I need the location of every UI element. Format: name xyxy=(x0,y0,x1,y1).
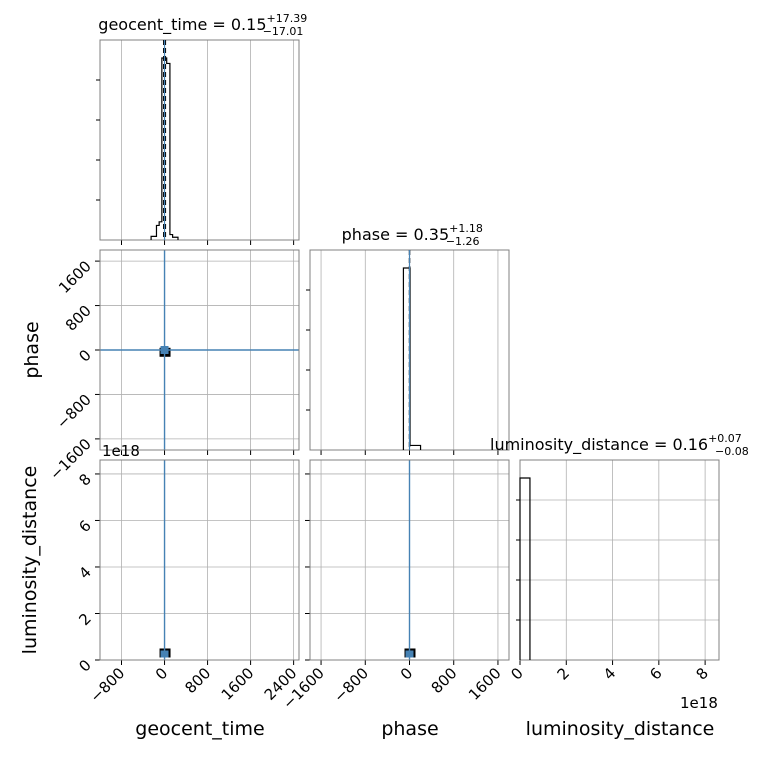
y-axis-label: luminosity_distance xyxy=(19,466,41,655)
truth-marker xyxy=(160,346,169,354)
x-offset-label: 1e18 xyxy=(680,694,718,712)
x-tick-label: 800 xyxy=(181,664,214,697)
y-tick-label: 4 xyxy=(75,563,94,582)
y-tick-label: 800 xyxy=(62,302,95,335)
x-tick-label: 6 xyxy=(646,664,665,683)
panel-title: phase = 0.35+1.18 xyxy=(342,222,483,244)
panel-frame xyxy=(99,249,300,451)
y-tick-label: 0 xyxy=(75,656,94,675)
title-upper-error: +1.18 xyxy=(449,222,483,235)
y-offset-label: 1e18 xyxy=(102,442,140,460)
y-tick-label: 2 xyxy=(75,610,94,629)
x-axis-label: luminosity_distance xyxy=(526,718,715,740)
x-tick-label: 4 xyxy=(600,664,619,683)
truth-marker xyxy=(405,650,414,658)
title-equals: = xyxy=(207,15,231,34)
y-tick-label: 6 xyxy=(75,517,94,536)
y-tick-label: 8 xyxy=(75,470,94,489)
x-tick-label: 2 xyxy=(554,664,573,683)
y-tick-label: 1600 xyxy=(55,257,95,297)
title-equals: = xyxy=(390,225,414,244)
x-tick-label: 0 xyxy=(397,664,416,683)
x-tick-label: 1600 xyxy=(218,664,258,704)
x-tick-label: 8 xyxy=(692,664,711,683)
title-param: geocent_time xyxy=(98,15,207,35)
panel-title: geocent_time = 0.15+17.39 xyxy=(98,12,307,35)
x-tick-label: 0 xyxy=(507,664,526,683)
panel-title: luminosity_distance = 0.16+0.07 xyxy=(490,432,742,455)
title-median: 0.16 xyxy=(672,435,708,454)
panel-frame xyxy=(519,459,720,661)
panel-frame xyxy=(309,459,510,661)
panel-frame xyxy=(99,39,300,241)
title-lower-error: −1.26 xyxy=(446,235,480,248)
title-upper-error: +0.07 xyxy=(708,432,742,445)
title-lower-error: −0.08 xyxy=(715,445,749,458)
truth-marker xyxy=(160,650,169,658)
histogram-step xyxy=(402,267,422,450)
y-axis-label: phase xyxy=(21,321,43,378)
title-median: 0.15 xyxy=(231,15,267,34)
title-upper-error: +17.39 xyxy=(267,12,308,25)
title-param: luminosity_distance xyxy=(490,435,649,455)
panel-frame xyxy=(99,459,300,661)
x-axis-label: phase xyxy=(381,718,438,740)
title-equals: = xyxy=(649,435,673,454)
title-median: 0.35 xyxy=(414,225,450,244)
x-tick-label: −800 xyxy=(330,664,372,706)
y-tick-label: 0 xyxy=(75,346,94,365)
x-axis-label: geocent_time xyxy=(135,718,264,740)
x-tick-label: 800 xyxy=(428,664,461,697)
x-tick-label: 0 xyxy=(152,664,171,683)
title-lower-error: −17.01 xyxy=(263,25,304,38)
x-tick-label: 1600 xyxy=(465,664,505,704)
histogram-step xyxy=(519,477,531,660)
y-tick-label: −800 xyxy=(53,391,95,433)
title-param: phase xyxy=(342,225,390,244)
